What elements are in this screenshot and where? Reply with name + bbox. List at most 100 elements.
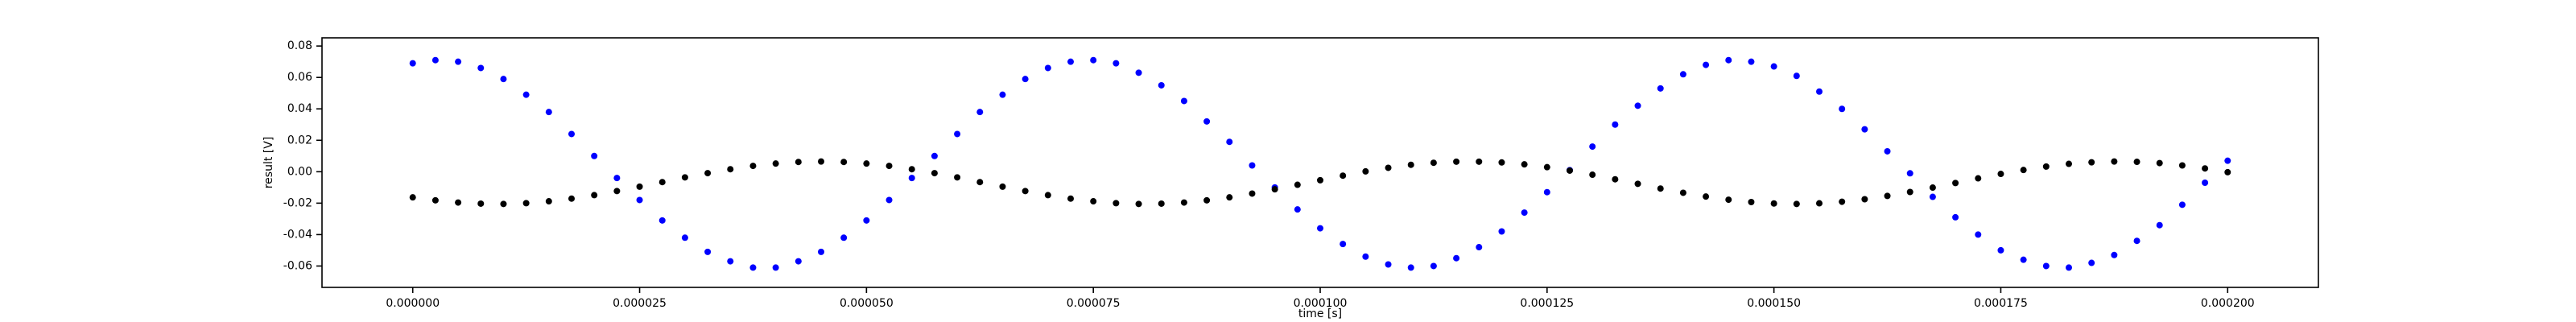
- point: [1317, 176, 1323, 184]
- point: [500, 76, 507, 83]
- point: [1952, 180, 1959, 187]
- point: [772, 264, 779, 271]
- point: [1430, 262, 1437, 270]
- point: [2066, 160, 2072, 167]
- point: [1679, 71, 1686, 78]
- point: [1634, 102, 1641, 109]
- point: [455, 199, 462, 206]
- point: [658, 217, 666, 224]
- point: [1839, 198, 1846, 205]
- point: [1997, 171, 2004, 178]
- point: [954, 130, 961, 138]
- point: [999, 91, 1006, 98]
- point: [1975, 231, 1982, 238]
- point: [1861, 126, 1868, 133]
- point: [1226, 194, 1233, 201]
- point: [1044, 64, 1051, 72]
- point: [636, 183, 643, 190]
- point: [840, 159, 848, 166]
- y-tick-label: -0.04: [283, 228, 312, 241]
- point: [931, 152, 938, 159]
- point: [1090, 56, 1097, 64]
- point: [1135, 200, 1142, 208]
- point: [1203, 118, 1211, 125]
- point: [1906, 188, 1913, 196]
- point: [863, 160, 870, 167]
- point: [1317, 225, 1323, 232]
- point: [1067, 195, 1074, 202]
- point: [1453, 254, 1460, 262]
- y-tick-label: 0.08: [287, 39, 312, 52]
- point: [1679, 189, 1686, 196]
- x-tick-label: 0.000000: [386, 297, 440, 310]
- x-tick-label: 0.000025: [613, 297, 667, 310]
- point: [1294, 206, 1301, 213]
- point: [2111, 158, 2118, 165]
- point: [1203, 196, 1211, 204]
- point: [1113, 200, 1120, 207]
- point: [1748, 198, 1755, 205]
- point: [1476, 244, 1483, 251]
- point: [455, 58, 462, 65]
- point: [749, 163, 757, 170]
- point: [908, 175, 915, 182]
- y-tick-label: 0.04: [287, 102, 312, 115]
- x-tick-label: 0.000050: [840, 297, 894, 310]
- plot-frame: [321, 37, 2319, 288]
- point: [568, 195, 575, 202]
- y-tick-label: -0.02: [283, 196, 312, 209]
- point: [727, 166, 734, 173]
- point: [1589, 143, 1596, 151]
- point: [1226, 138, 1233, 146]
- point: [1861, 196, 1868, 203]
- point: [477, 64, 485, 72]
- point: [1612, 175, 1619, 183]
- point: [704, 248, 712, 255]
- point: [2224, 168, 2231, 175]
- point: [1952, 213, 1959, 221]
- point: [727, 258, 734, 265]
- point: [863, 217, 870, 224]
- x-tick-label: 0.000150: [1747, 297, 1801, 310]
- point: [2133, 159, 2140, 166]
- point: [1180, 199, 1187, 206]
- point: [1748, 58, 1755, 65]
- point: [2088, 259, 2095, 266]
- point: [1249, 190, 1256, 197]
- point: [2042, 262, 2050, 270]
- point: [2042, 163, 2050, 170]
- point: [1158, 81, 1165, 89]
- x-tick-label: 0.000075: [1067, 297, 1121, 310]
- point: [1657, 85, 1664, 92]
- point: [795, 159, 802, 166]
- point: [795, 258, 802, 265]
- point: [1022, 188, 1029, 195]
- point: [2224, 157, 2231, 164]
- point: [636, 196, 643, 204]
- point: [1543, 188, 1550, 196]
- point: [1703, 61, 1710, 68]
- point: [2156, 159, 2163, 167]
- point: [681, 234, 688, 242]
- point: [976, 109, 984, 116]
- point: [908, 166, 915, 173]
- point: [1770, 63, 1777, 70]
- point: [1249, 162, 1256, 169]
- point: [1385, 164, 1392, 171]
- y-tick-label: 0.02: [287, 134, 312, 147]
- point: [704, 170, 712, 177]
- point: [591, 152, 598, 159]
- point: [568, 130, 575, 138]
- point: [409, 60, 416, 67]
- point: [2133, 237, 2140, 245]
- point: [1453, 158, 1460, 165]
- point: [1884, 147, 1891, 155]
- point: [1793, 200, 1800, 208]
- point: [1612, 121, 1619, 128]
- y-tick-label: -0.06: [283, 259, 312, 272]
- point: [1975, 175, 1982, 182]
- point: [931, 170, 938, 177]
- point: [1703, 193, 1710, 200]
- point: [2020, 167, 2027, 174]
